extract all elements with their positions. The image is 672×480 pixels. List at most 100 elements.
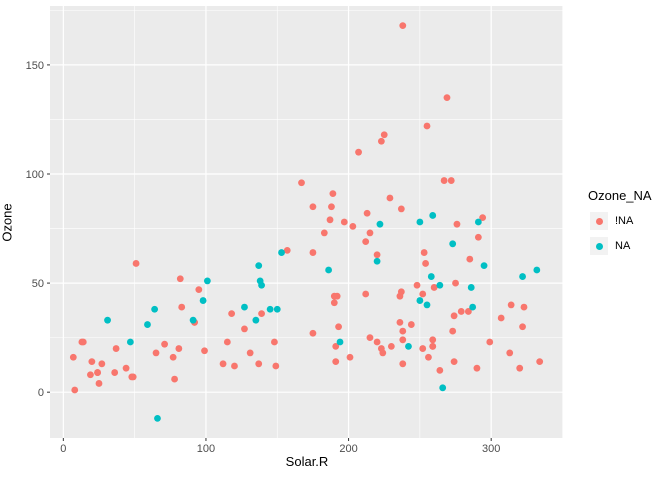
data-point-not-NA [423,122,431,130]
data-point-not-NA [355,148,362,156]
data-point-not-NA [231,362,238,370]
data-point-not-NA [298,179,305,187]
data-point-NA [266,305,274,313]
data-point-not-NA [69,353,77,361]
data-point-NA [416,218,424,226]
data-point-not-NA [175,345,183,352]
data-point-not-NA [330,299,338,307]
data-point-not-NA [422,260,429,267]
data-point-not-NA [430,284,438,291]
data-point-NA [203,277,211,285]
data-point-not-NA [377,137,385,145]
legend-label-na: NA [615,240,631,252]
data-point-not-NA [271,338,278,346]
legend-key-box [590,212,608,230]
data-point-not-NA [111,369,119,376]
data-point-not-NA [132,260,140,267]
data-point-not-NA [228,310,236,318]
data-point-not-NA [399,336,407,344]
data-point-not-NA [450,358,458,366]
data-point-NA [336,338,344,346]
legend-entry-observed: !NA [583,212,671,230]
data-point-not-NA [474,233,482,241]
y-tick-label: 100 [26,169,44,181]
data-point-not-NA [420,249,428,256]
data-point-NA [373,257,381,265]
data-point-not-NA [71,386,79,394]
data-point-not-NA [258,310,265,318]
data-point-NA [439,384,447,392]
data-point-not-NA [328,203,335,211]
data-point-not-NA [326,216,334,224]
data-point-not-NA [362,238,370,246]
data-point-not-NA [407,321,415,328]
data-point-not-NA [497,314,505,322]
data-point-NA [376,220,384,228]
x-tick-label: 0 [60,443,66,455]
data-point-not-NA [320,229,328,237]
data-point-not-NA [129,373,137,381]
data-point-not-NA [419,345,427,352]
legend-key-box [590,237,608,255]
data-point-not-NA [346,353,354,361]
data-point-not-NA [453,220,461,228]
data-point-not-NA [88,358,96,366]
data-point-not-NA [377,345,385,352]
data-point-NA [189,316,197,324]
data-point-not-NA [516,364,524,372]
data-point-NA [519,273,526,280]
data-point-not-NA [413,281,421,289]
data-point-not-NA [506,349,514,357]
data-point-not-NA [171,375,178,383]
data-point-not-NA [450,312,458,320]
data-point-not-NA [79,338,87,346]
data-point-not-NA [440,177,448,184]
data-point-NA [423,301,431,309]
data-point-NA [427,273,435,280]
data-point-NA [533,266,541,274]
data-point-NA [405,342,412,350]
data-point-not-NA [112,345,120,352]
data-point-not-NA [519,323,526,331]
y-tick-label: 150 [26,60,44,72]
x-axis-title: Solar.R [285,454,329,469]
legend-dot-observed [595,217,603,225]
data-point-not-NA [536,358,544,366]
y-tick-label: 0 [38,387,44,399]
data-point-not-NA [335,323,342,331]
data-point-not-NA [332,342,340,350]
data-point-not-NA [340,218,348,226]
data-point-not-NA [349,222,357,230]
data-point-not-NA [429,342,437,350]
data-point-not-NA [486,338,494,346]
data-point-NA [104,316,111,324]
data-point-not-NA [429,336,437,344]
legend-entry-na: NA [583,237,671,255]
data-point-not-NA [152,349,160,357]
data-point-NA [258,281,265,289]
data-point-not-NA [122,364,130,372]
data-point-not-NA [373,338,381,346]
data-point-not-NA [473,364,481,372]
data-point-NA [151,305,159,313]
x-tick-label: 200 [339,443,357,455]
data-point-not-NA [399,360,407,368]
data-point-not-NA [466,255,474,263]
data-point-not-NA [419,290,427,298]
data-point-not-NA [219,360,227,368]
data-point-not-NA [366,334,374,342]
data-point-not-NA [330,292,338,300]
data-point-not-NA [241,325,248,333]
data-point-not-NA [246,349,254,357]
data-point-not-NA [464,308,472,315]
data-point-NA [144,321,151,328]
data-point-NA [126,338,134,346]
data-point-not-NA [380,131,388,139]
data-point-NA [469,303,477,311]
y-tick-label: 50 [32,278,44,290]
data-point-not-NA [309,203,317,211]
data-point-not-NA [223,338,231,346]
legend: Ozone_NA !NA NA [583,188,671,262]
data-point-not-NA [447,177,455,184]
